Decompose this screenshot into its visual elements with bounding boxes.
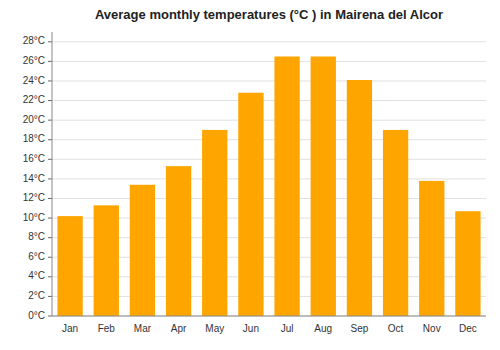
grid-line	[52, 178, 486, 179]
y-tick-label: 6°C	[28, 251, 45, 262]
x-tick-label: Dec	[459, 323, 477, 334]
y-ticks: 0°C 2°C 4°C 6°C 8°C 10°C 12°C 14°C 16°C 18°C 20°C 2…	[23, 35, 52, 320]
grid-line	[52, 100, 486, 101]
y-tick	[48, 316, 52, 317]
x-tick-label: Jun	[243, 323, 259, 334]
x-axis-line	[52, 316, 486, 317]
x-ticks: Jan Feb Mar Apr May Jun Jul Aug Sep Oct Nov Dec	[62, 323, 477, 334]
y-tick-label: 0°C	[28, 310, 45, 321]
bar	[202, 130, 227, 316]
x-tick-label: Jul	[281, 323, 294, 334]
y-tick-label: 28°C	[23, 35, 45, 46]
y-tick	[48, 257, 52, 258]
grid-line	[52, 80, 486, 81]
y-tick	[48, 100, 52, 101]
grid-line	[52, 41, 486, 42]
title: Average monthly temperatures (°C ) in Ma…	[95, 7, 443, 22]
x-tick-label: Sep	[351, 323, 369, 334]
y-tick-label: 12°C	[23, 192, 45, 203]
y-tick-label: 8°C	[28, 231, 45, 242]
y-tick	[48, 61, 52, 62]
grid-line	[52, 139, 486, 140]
y-tick-label: 4°C	[28, 270, 45, 281]
bar	[455, 211, 480, 316]
bar	[274, 56, 299, 316]
y-tick	[48, 198, 52, 199]
y-tick-label: 16°C	[23, 153, 45, 164]
y-tick-label: 10°C	[23, 212, 45, 223]
bar	[383, 130, 408, 316]
grid-line	[52, 159, 486, 160]
y-tick	[48, 237, 52, 238]
bars	[57, 56, 480, 316]
y-tick-label: 20°C	[23, 114, 45, 125]
y-tick-label: 24°C	[23, 75, 45, 86]
y-tick	[48, 276, 52, 277]
grid-line	[52, 316, 486, 317]
bar	[347, 80, 372, 316]
y-tick	[48, 178, 52, 179]
bar	[166, 166, 191, 316]
y-tick	[48, 296, 52, 297]
grid-line	[52, 120, 486, 121]
bar	[419, 181, 444, 316]
y-tick	[48, 159, 52, 160]
x-tick-label: Feb	[98, 323, 116, 334]
grid-line	[52, 61, 486, 62]
x-tick-label: Oct	[388, 323, 404, 334]
x-tick-label: Apr	[171, 323, 187, 334]
y-tick-label: 26°C	[23, 55, 45, 66]
grid	[52, 42, 486, 316]
bar	[311, 56, 336, 316]
x-tick-label: Nov	[423, 323, 441, 334]
x-tick-label: Aug	[314, 323, 332, 334]
page: {"chart_data": {"type": "bar", "title": …	[0, 0, 500, 350]
y-tick	[48, 41, 52, 42]
bar	[238, 93, 263, 316]
bar	[57, 216, 82, 316]
y-tick	[48, 139, 52, 140]
y-axis-line	[52, 32, 53, 316]
y-tick	[48, 120, 52, 121]
y-tick-label: 2°C	[28, 290, 45, 301]
bar	[94, 205, 119, 316]
y-tick	[48, 218, 52, 219]
y-tick-label: 18°C	[23, 133, 45, 144]
x-tick-label: Jan	[62, 323, 78, 334]
x-tick-label: Mar	[134, 323, 152, 334]
chart: 0°C 2°C 4°C 6°C 8°C 10°C 12°C 14°C 16°C 18°C 20°C 2…	[0, 0, 500, 350]
x-tick-label: May	[205, 323, 224, 334]
y-tick-label: 22°C	[23, 94, 45, 105]
y-tick	[48, 80, 52, 81]
bar	[130, 185, 155, 316]
y-tick-label: 14°C	[23, 173, 45, 184]
